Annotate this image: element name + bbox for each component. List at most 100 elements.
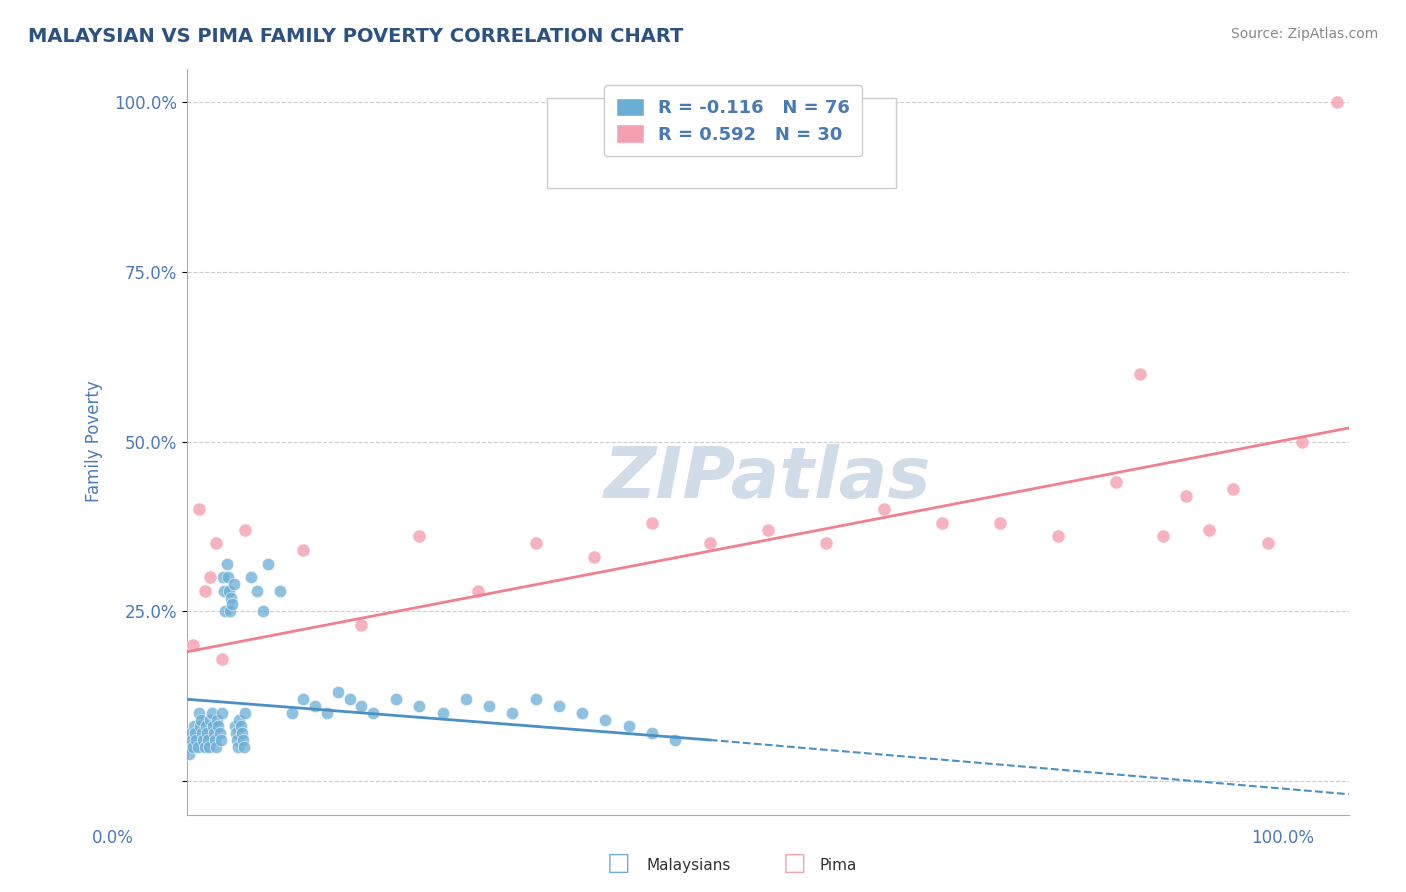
Text: Malaysians: Malaysians (647, 858, 731, 872)
Point (225, 726, 247, 740)
Point (218, 583, 240, 598)
Point (188, 719, 211, 733)
Point (1222, 482, 1244, 496)
Text: ZIPatlas: ZIPatlas (605, 444, 932, 513)
Point (187, 502, 209, 516)
Text: 0.0%: 0.0% (91, 829, 134, 847)
Point (198, 739, 221, 754)
Point (193, 739, 215, 754)
Point (339, 692, 361, 706)
Point (214, 583, 236, 598)
Point (1105, 475, 1128, 490)
Point (207, 713, 229, 727)
Point (1256, 536, 1278, 550)
Point (467, 583, 489, 598)
Point (181, 739, 204, 754)
Point (571, 706, 593, 720)
Point (361, 706, 384, 720)
Point (233, 523, 256, 537)
Point (1175, 489, 1198, 503)
Point (186, 733, 208, 747)
Point (212, 570, 235, 584)
Point (280, 706, 302, 720)
Point (217, 570, 239, 584)
Point (224, 719, 246, 733)
Point (187, 739, 209, 754)
Point (215, 557, 238, 571)
Point (221, 597, 243, 611)
Point (204, 733, 226, 747)
Point (756, 523, 779, 537)
Point (454, 692, 477, 706)
Point (292, 692, 315, 706)
Point (328, 685, 350, 699)
Text: 100.0%: 100.0% (1251, 829, 1315, 847)
Point (208, 726, 231, 740)
Point (200, 706, 222, 720)
Point (931, 516, 953, 530)
Point (617, 719, 640, 733)
Point (233, 739, 256, 754)
Point (183, 719, 205, 733)
Point (315, 706, 337, 720)
Point (214, 604, 236, 618)
Point (219, 591, 242, 605)
Point (408, 529, 430, 543)
Point (180, 726, 202, 740)
Point (246, 583, 269, 598)
Point (201, 719, 224, 733)
Point (524, 692, 547, 706)
Point (193, 583, 215, 598)
Point (222, 577, 245, 591)
Point (547, 699, 569, 714)
Point (179, 747, 201, 761)
Text: MALAYSIAN VS PIMA FAMILY POVERTY CORRELATION CHART: MALAYSIAN VS PIMA FAMILY POVERTY CORRELA… (28, 27, 683, 45)
Point (641, 726, 664, 740)
Point (219, 604, 242, 618)
Point (1198, 523, 1220, 537)
Point (191, 726, 214, 740)
Point (269, 583, 291, 598)
Point (226, 739, 249, 754)
Point (257, 557, 280, 571)
Point (232, 733, 254, 747)
Point (177, 739, 200, 754)
Point (292, 543, 315, 558)
Point (205, 739, 228, 754)
Point (524, 536, 547, 550)
Point (1152, 529, 1174, 543)
Point (873, 502, 896, 516)
Y-axis label: Family Poverty: Family Poverty (86, 381, 103, 502)
Text: □: □ (607, 851, 630, 875)
Point (988, 516, 1011, 530)
Point (595, 713, 617, 727)
Point (211, 706, 233, 720)
Point (181, 638, 204, 652)
Point (195, 726, 218, 740)
Point (1291, 434, 1313, 449)
Point (228, 713, 250, 727)
Legend: R = -0.116   N = 76, R = 0.592   N = 30: R = -0.116 N = 76, R = 0.592 N = 30 (603, 85, 862, 156)
Point (229, 719, 252, 733)
Point (202, 726, 225, 740)
Point (641, 516, 664, 530)
Point (501, 706, 523, 720)
Point (197, 733, 219, 747)
Point (231, 726, 253, 740)
Point (200, 713, 222, 727)
FancyBboxPatch shape (547, 98, 896, 188)
Point (205, 536, 228, 550)
Point (699, 536, 721, 550)
Point (664, 733, 686, 747)
Point (350, 699, 373, 714)
Point (350, 617, 373, 632)
Point (233, 706, 256, 720)
Point (408, 699, 430, 714)
Point (478, 699, 501, 714)
Point (1047, 529, 1070, 543)
Point (1326, 95, 1348, 110)
Point (252, 604, 274, 618)
Point (226, 733, 249, 747)
Point (432, 706, 454, 720)
Point (193, 733, 215, 747)
